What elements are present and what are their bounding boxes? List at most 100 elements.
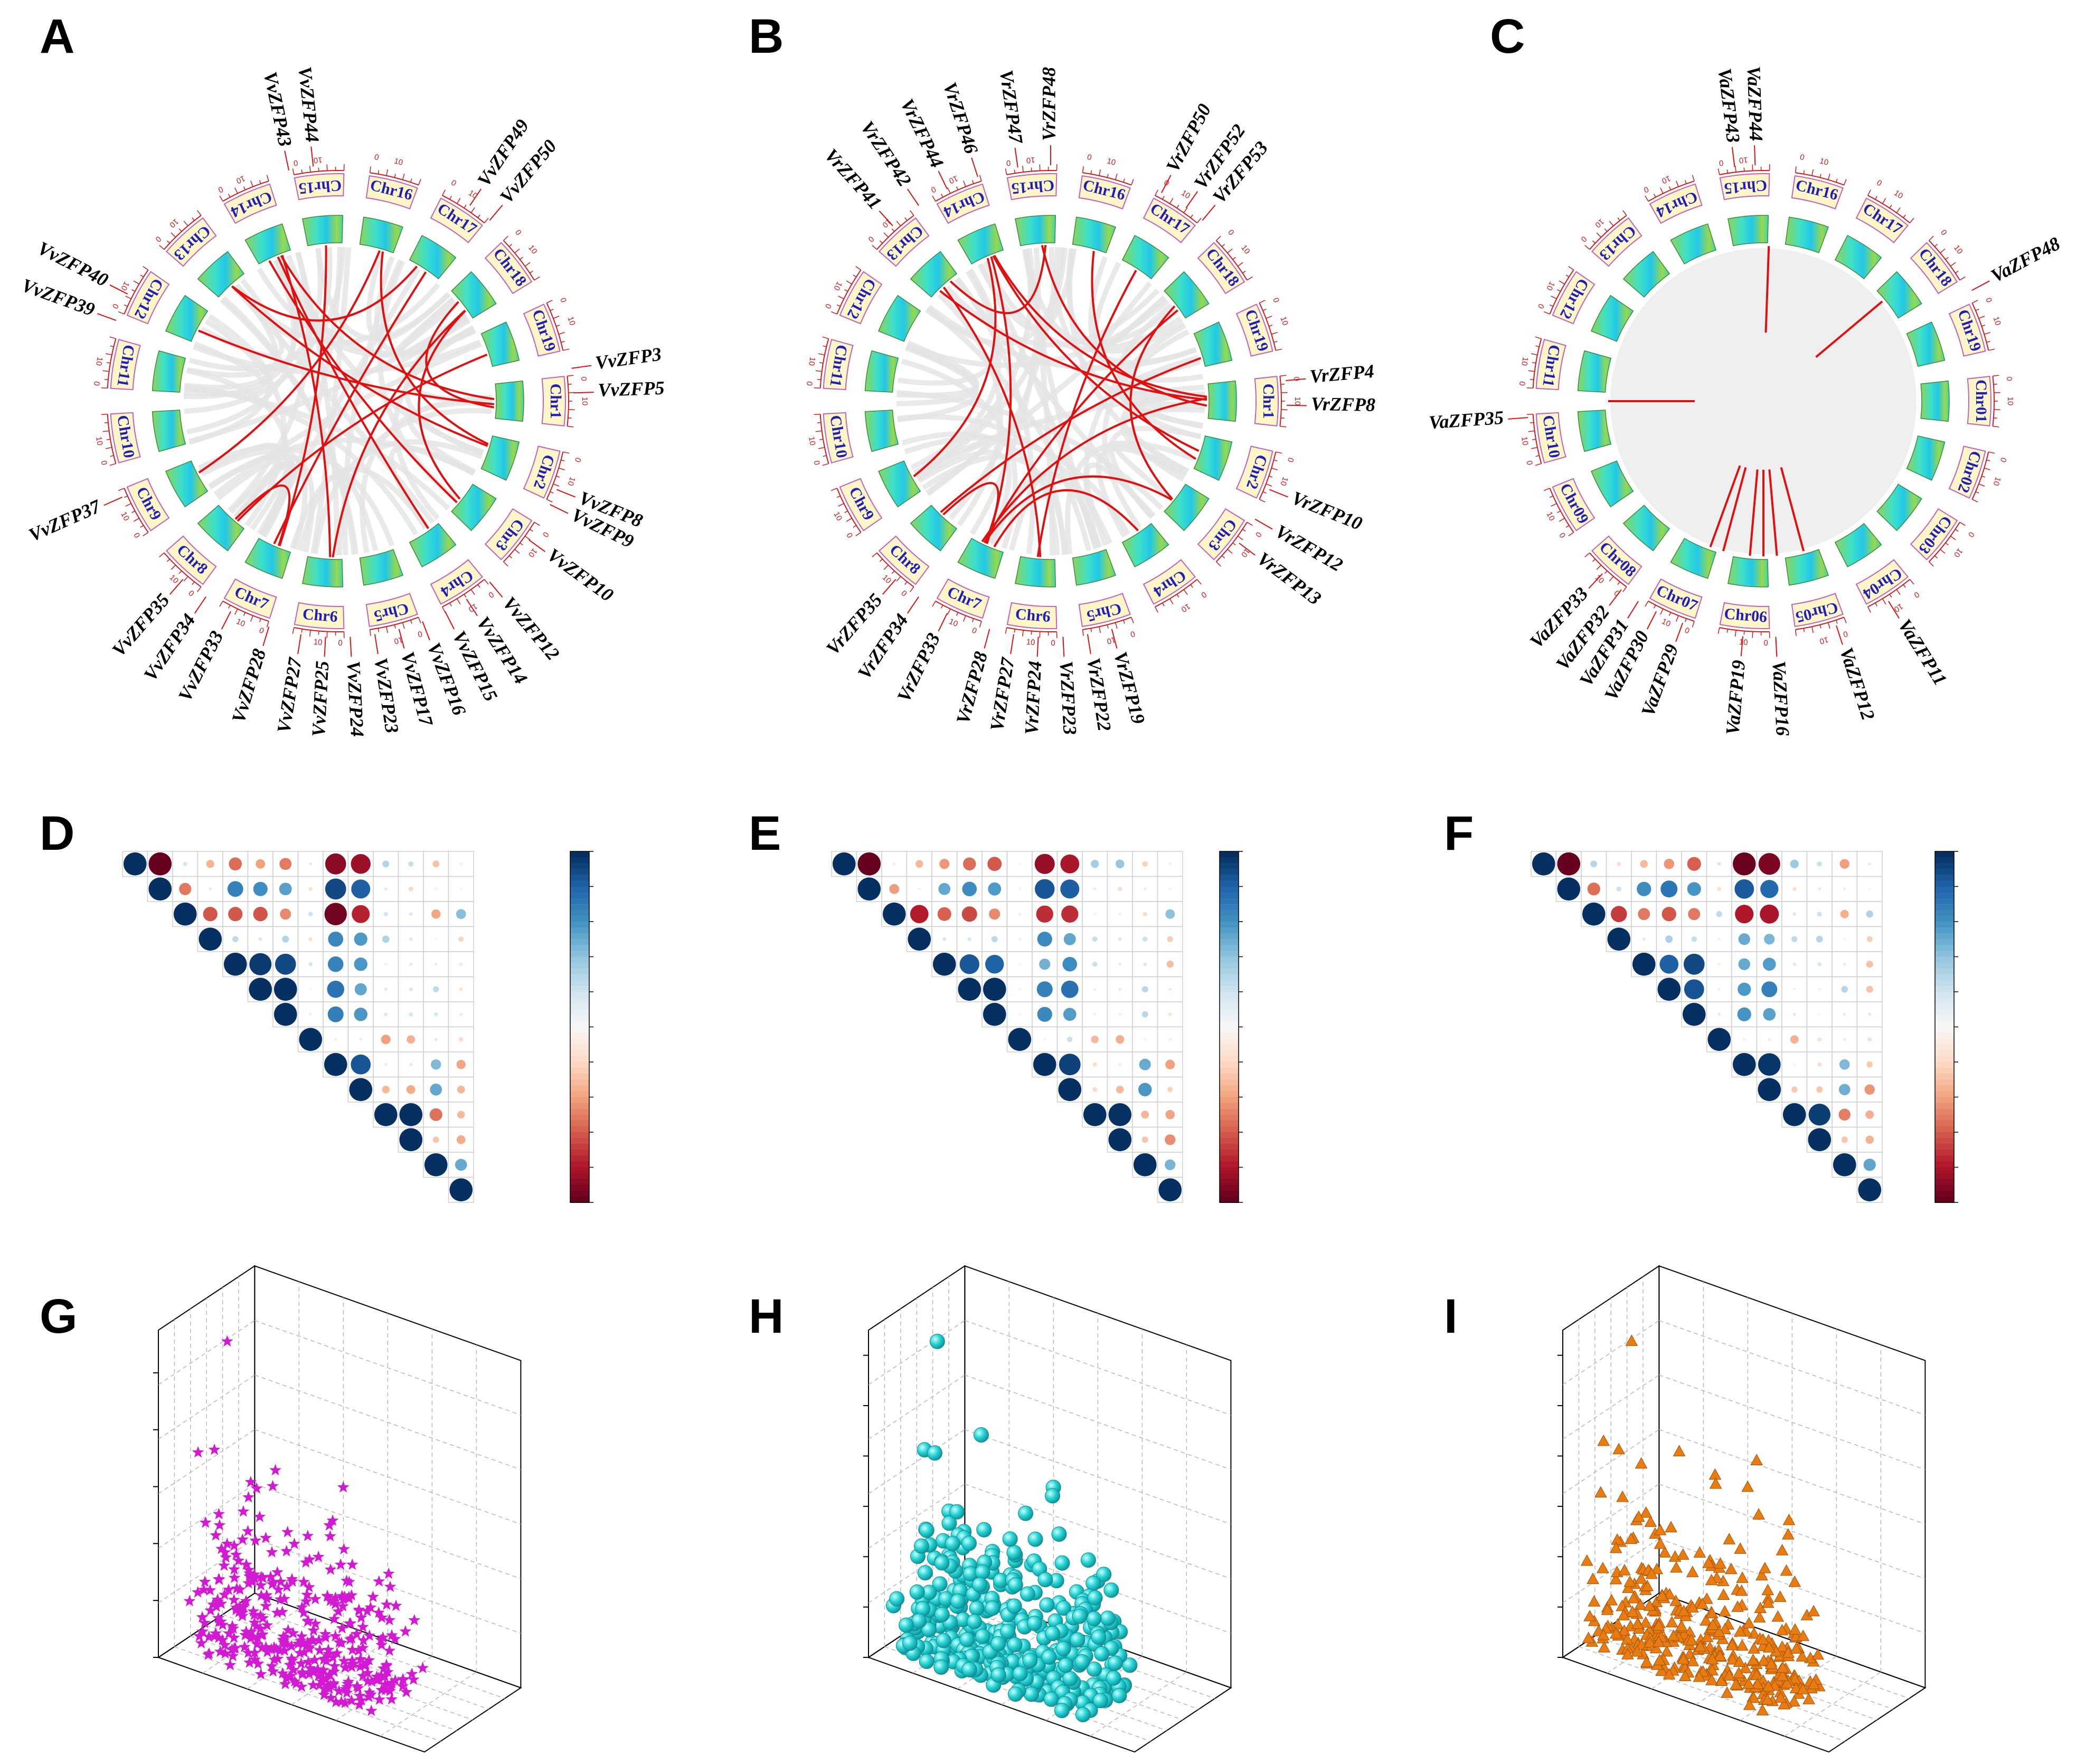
scale-tick (1903, 214, 1906, 218)
data-point (333, 1685, 345, 1696)
data-point (1756, 1704, 1769, 1715)
corr-circle (1732, 852, 1756, 876)
data-point (232, 1554, 245, 1566)
colorbar-segment (570, 1044, 589, 1051)
colorbar-segment (1935, 962, 1954, 969)
data-point (214, 1645, 226, 1657)
chromosome-label-box (365, 175, 418, 210)
colorbar-segment (1220, 1015, 1239, 1022)
data-point (327, 1595, 339, 1607)
scale-arc (1259, 451, 1277, 500)
scale-tick-label: 0 (1517, 381, 1527, 386)
data-point (294, 1634, 307, 1646)
colorbar-segment (570, 1196, 589, 1203)
corr-circle (1165, 1159, 1176, 1170)
data-point (297, 1576, 310, 1588)
colorbar-segment (570, 1085, 589, 1092)
background-link (1023, 249, 1176, 347)
scale-arc (876, 215, 914, 250)
scale-tick (904, 217, 908, 221)
data-point (300, 1595, 313, 1607)
scale-tick-label: 10 (1593, 573, 1606, 585)
scale-tick (1909, 217, 1914, 223)
scale-tick (1115, 173, 1118, 180)
collinear-link (1041, 244, 1207, 407)
gene-label-leader (310, 146, 314, 167)
corr-circle (1660, 880, 1678, 898)
colorbar-segment (1220, 951, 1239, 957)
scale-tick (1752, 631, 1753, 638)
panel-g-scatter3d (153, 1265, 522, 1753)
chromosome-label-box (1791, 593, 1844, 627)
scale-tick (1882, 198, 1886, 204)
gene-label-leader (573, 392, 594, 394)
grid-line (238, 1603, 505, 1699)
data-point (287, 1627, 299, 1639)
colorbar-segment (1935, 968, 1954, 975)
scale-tick (1717, 627, 1720, 634)
scale-arc (546, 302, 564, 351)
data-point (363, 1654, 375, 1666)
scale-tick-label: 0 (844, 532, 854, 539)
data-point (296, 1668, 309, 1680)
scale-tick (891, 228, 895, 232)
corr-circle (962, 857, 976, 871)
corr-circle (1166, 960, 1174, 968)
corr-circle (354, 957, 367, 971)
scale-tick-label: 10 (1239, 243, 1252, 256)
colorbar-segment (1220, 1009, 1239, 1016)
corr-circle (1791, 936, 1798, 942)
data-point (277, 1634, 289, 1645)
corr-circle (1868, 862, 1872, 866)
data-point (1625, 1334, 1638, 1346)
chromosome: Chr4 010 (409, 523, 495, 614)
data-point (337, 1600, 349, 1611)
data-point (1676, 1548, 1689, 1560)
scale-tick (963, 615, 966, 622)
chromosome-name: Chr6 (302, 605, 338, 625)
data-point (234, 1583, 246, 1595)
chromosome-label-box (1235, 304, 1273, 357)
data-point (332, 1605, 345, 1617)
corr-circle (203, 907, 218, 922)
data-point (1072, 1608, 1088, 1624)
chromosome-label-box (126, 478, 170, 532)
gene-label: VrZFP27 (986, 655, 1019, 733)
data-point (208, 1443, 221, 1455)
chromosome-density-band (1622, 251, 1670, 298)
data-point (1096, 1567, 1112, 1582)
data-point (353, 1603, 365, 1615)
scale-tick (243, 612, 246, 616)
colorbar-segment (1220, 1184, 1239, 1191)
chromosome-density-band (451, 483, 497, 532)
grid-line (1659, 1484, 1925, 1579)
scale-tick-label: 0 (293, 158, 298, 168)
scale-tick-label: 10 (235, 174, 247, 185)
corr-circle (1768, 1038, 1771, 1041)
data-point (204, 1604, 217, 1616)
colorbar-segment (1935, 1044, 1954, 1051)
colorbar-segment (1935, 956, 1954, 963)
corr-circle (183, 861, 187, 866)
chromosome-label-box (1235, 445, 1273, 499)
corr-circle (1165, 1134, 1176, 1145)
data-point (1714, 1649, 1726, 1661)
corr-circle (308, 962, 313, 966)
colorbar-segment (1220, 1074, 1239, 1080)
scale-tick-label: 0 (1763, 639, 1769, 648)
colorbar-segment (1220, 980, 1239, 987)
scale-tick (904, 581, 908, 585)
chromosome-density-band (1591, 295, 1634, 342)
data-point (1074, 1654, 1090, 1670)
corr-circle (229, 857, 242, 871)
corr-circle (382, 860, 390, 868)
chromosome-label-box (1143, 197, 1196, 243)
colorbar-segment (1220, 863, 1239, 870)
background-link (1083, 462, 1156, 546)
background-link (186, 259, 297, 435)
colorbar-segment (570, 875, 589, 881)
data-point (353, 1690, 366, 1701)
corr-circle (407, 1035, 416, 1044)
